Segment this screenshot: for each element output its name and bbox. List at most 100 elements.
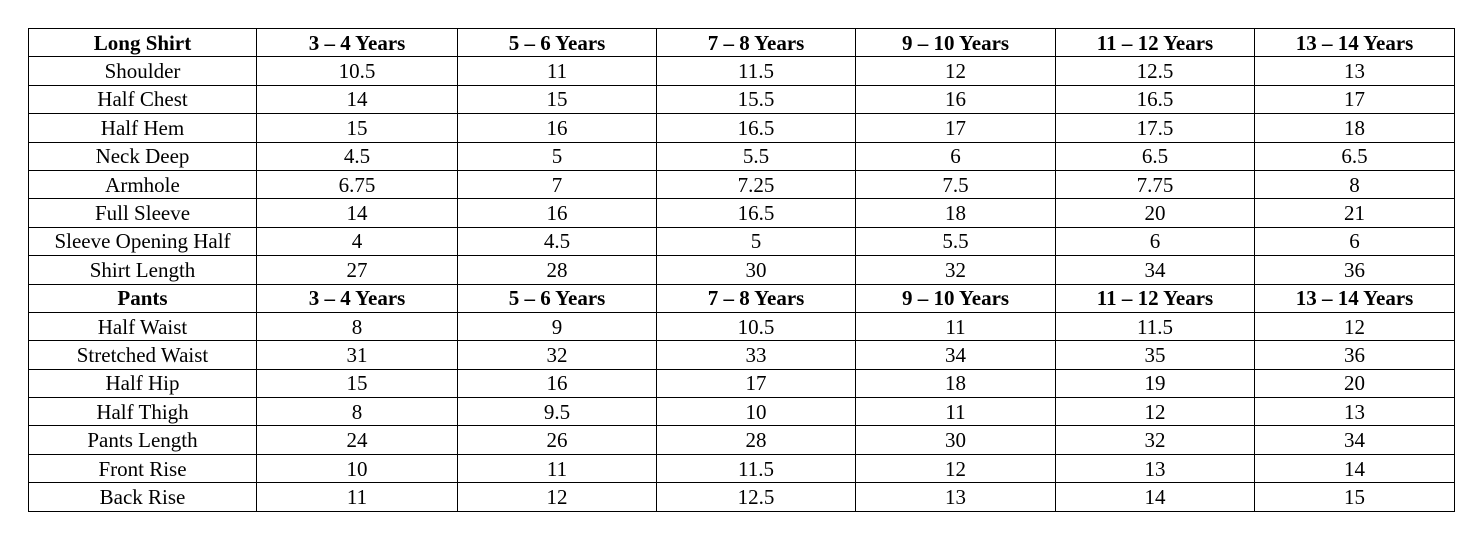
- cell: 10.5: [256, 56, 458, 86]
- header-cell: 11 – 12 Years: [1055, 283, 1255, 313]
- cell: 4.5: [457, 226, 657, 257]
- cell: 9: [457, 311, 657, 342]
- cell: 36: [1254, 255, 1455, 285]
- cell: 15.5: [656, 84, 856, 115]
- cell: 7.5: [855, 169, 1056, 200]
- header-cell: 13 – 14 Years: [1254, 283, 1455, 313]
- cell: Stretched Waist: [28, 340, 257, 370]
- cell: 10: [656, 397, 856, 427]
- cell: 12: [1055, 397, 1255, 427]
- cell: 8: [256, 397, 458, 427]
- cell: Shirt Length: [28, 255, 257, 285]
- cell: 6: [1254, 226, 1455, 257]
- row: Half Thigh 8 9.5 10 11 12 13: [28, 397, 1455, 427]
- cell: 14: [1254, 453, 1455, 484]
- header-row: Long Shirt 3 – 4 Years 5 – 6 Years 7 – 8 Ye…: [28, 27, 1455, 58]
- cell: Armhole: [28, 169, 257, 200]
- cell: 28: [656, 425, 856, 455]
- cell: 15: [256, 113, 458, 143]
- cell: 20: [1254, 368, 1455, 399]
- cell: Sleeve Opening Half: [28, 226, 257, 257]
- size-chart-table: Long Shirt 3 – 4 Years 5 – 6 Years 7 – 8 Ye…: [28, 27, 1455, 512]
- cell: 30: [656, 255, 856, 285]
- cell: Front Rise: [28, 453, 257, 484]
- header-cell: 3 – 4 Years: [256, 27, 458, 58]
- header-cell: Pants: [28, 283, 257, 313]
- row: Back Rise 11 12 12.5 13 14 15: [28, 482, 1455, 512]
- row: Armhole 6.75 7 7.25 7.5 7.75 8: [28, 169, 1455, 200]
- row: Shirt Length 27 28 30 32 34 36: [28, 255, 1455, 285]
- row: Half Chest 14 15 15.5 16 16.5 17: [28, 84, 1455, 115]
- row: Neck Deep 4.5 5 5.5 6 6.5 6.5: [28, 141, 1455, 171]
- cell: 17: [855, 113, 1056, 143]
- cell: 17: [656, 368, 856, 399]
- cell: 8: [256, 311, 458, 342]
- cell: 16: [855, 84, 1056, 115]
- cell: 16.5: [656, 198, 856, 228]
- cell: 5.5: [855, 226, 1056, 257]
- cell: 5: [656, 226, 856, 257]
- cell: Neck Deep: [28, 141, 257, 171]
- header-cell: 11 – 12 Years: [1055, 27, 1255, 58]
- cell: 11: [457, 56, 657, 86]
- cell: 16.5: [1055, 84, 1255, 115]
- cell: 11: [256, 482, 458, 512]
- cell: 13: [1254, 397, 1455, 427]
- cell: 6: [1055, 226, 1255, 257]
- cell: 6: [855, 141, 1056, 171]
- cell: 15: [457, 84, 657, 115]
- cell: 12: [855, 453, 1056, 484]
- cell: Half Chest: [28, 84, 257, 115]
- header-cell: 5 – 6 Years: [457, 27, 657, 58]
- cell: 12: [855, 56, 1056, 86]
- header-cell: 7 – 8 Years: [656, 283, 856, 313]
- cell: 14: [1055, 482, 1255, 512]
- row: Pants Length 24 26 28 30 32 34: [28, 425, 1455, 455]
- cell: Half Thigh: [28, 397, 257, 427]
- cell: 24: [256, 425, 458, 455]
- cell: 16: [457, 198, 657, 228]
- cell: 6.5: [1055, 141, 1255, 171]
- cell: 28: [457, 255, 657, 285]
- cell: 16: [457, 113, 657, 143]
- row: Stretched Waist 31 32 33 34 35 36: [28, 340, 1455, 370]
- cell: 11.5: [1055, 311, 1255, 342]
- cell: 34: [1055, 255, 1255, 285]
- row: Front Rise 10 11 11.5 12 13 14: [28, 453, 1455, 484]
- cell: 12.5: [656, 482, 856, 512]
- cell: 7: [457, 169, 657, 200]
- cell: 20: [1055, 198, 1255, 228]
- cell: 34: [1254, 425, 1455, 455]
- cell: 13: [855, 482, 1056, 512]
- cell: 21: [1254, 198, 1455, 228]
- cell: 10.5: [656, 311, 856, 342]
- cell: 11: [855, 397, 1056, 427]
- cell: 15: [1254, 482, 1455, 512]
- cell: 13: [1254, 56, 1455, 86]
- cell: 11.5: [656, 453, 856, 484]
- cell: 19: [1055, 368, 1255, 399]
- cell: Half Hip: [28, 368, 257, 399]
- cell: 17: [1254, 84, 1455, 115]
- row: Shoulder 10.5 11 11.5 12 12.5 13: [28, 56, 1455, 86]
- cell: 4.5: [256, 141, 458, 171]
- header-cell: 13 – 14 Years: [1254, 27, 1455, 58]
- cell: Pants Length: [28, 425, 257, 455]
- row: Half Hem 15 16 16.5 17 17.5 18: [28, 113, 1455, 143]
- table-body: Long Shirt 3 – 4 Years 5 – 6 Years 7 – 8 Ye…: [28, 27, 1455, 512]
- cell: 14: [256, 198, 458, 228]
- header-cell: Long Shirt: [28, 27, 257, 58]
- cell: 15: [256, 368, 458, 399]
- header-cell: 7 – 8 Years: [656, 27, 856, 58]
- header-row: Pants 3 – 4 Years 5 – 6 Years 7 – 8 Years 9 …: [28, 283, 1455, 313]
- cell: 11.5: [656, 56, 856, 86]
- cell: Half Waist: [28, 311, 257, 342]
- header-cell: 9 – 10 Years: [855, 283, 1056, 313]
- cell: 7.25: [656, 169, 856, 200]
- cell: 33: [656, 340, 856, 370]
- cell: 31: [256, 340, 458, 370]
- cell: 18: [855, 368, 1056, 399]
- cell: 16: [457, 368, 657, 399]
- row: Sleeve Opening Half 4 4.5 5 5.5 6 6: [28, 226, 1455, 257]
